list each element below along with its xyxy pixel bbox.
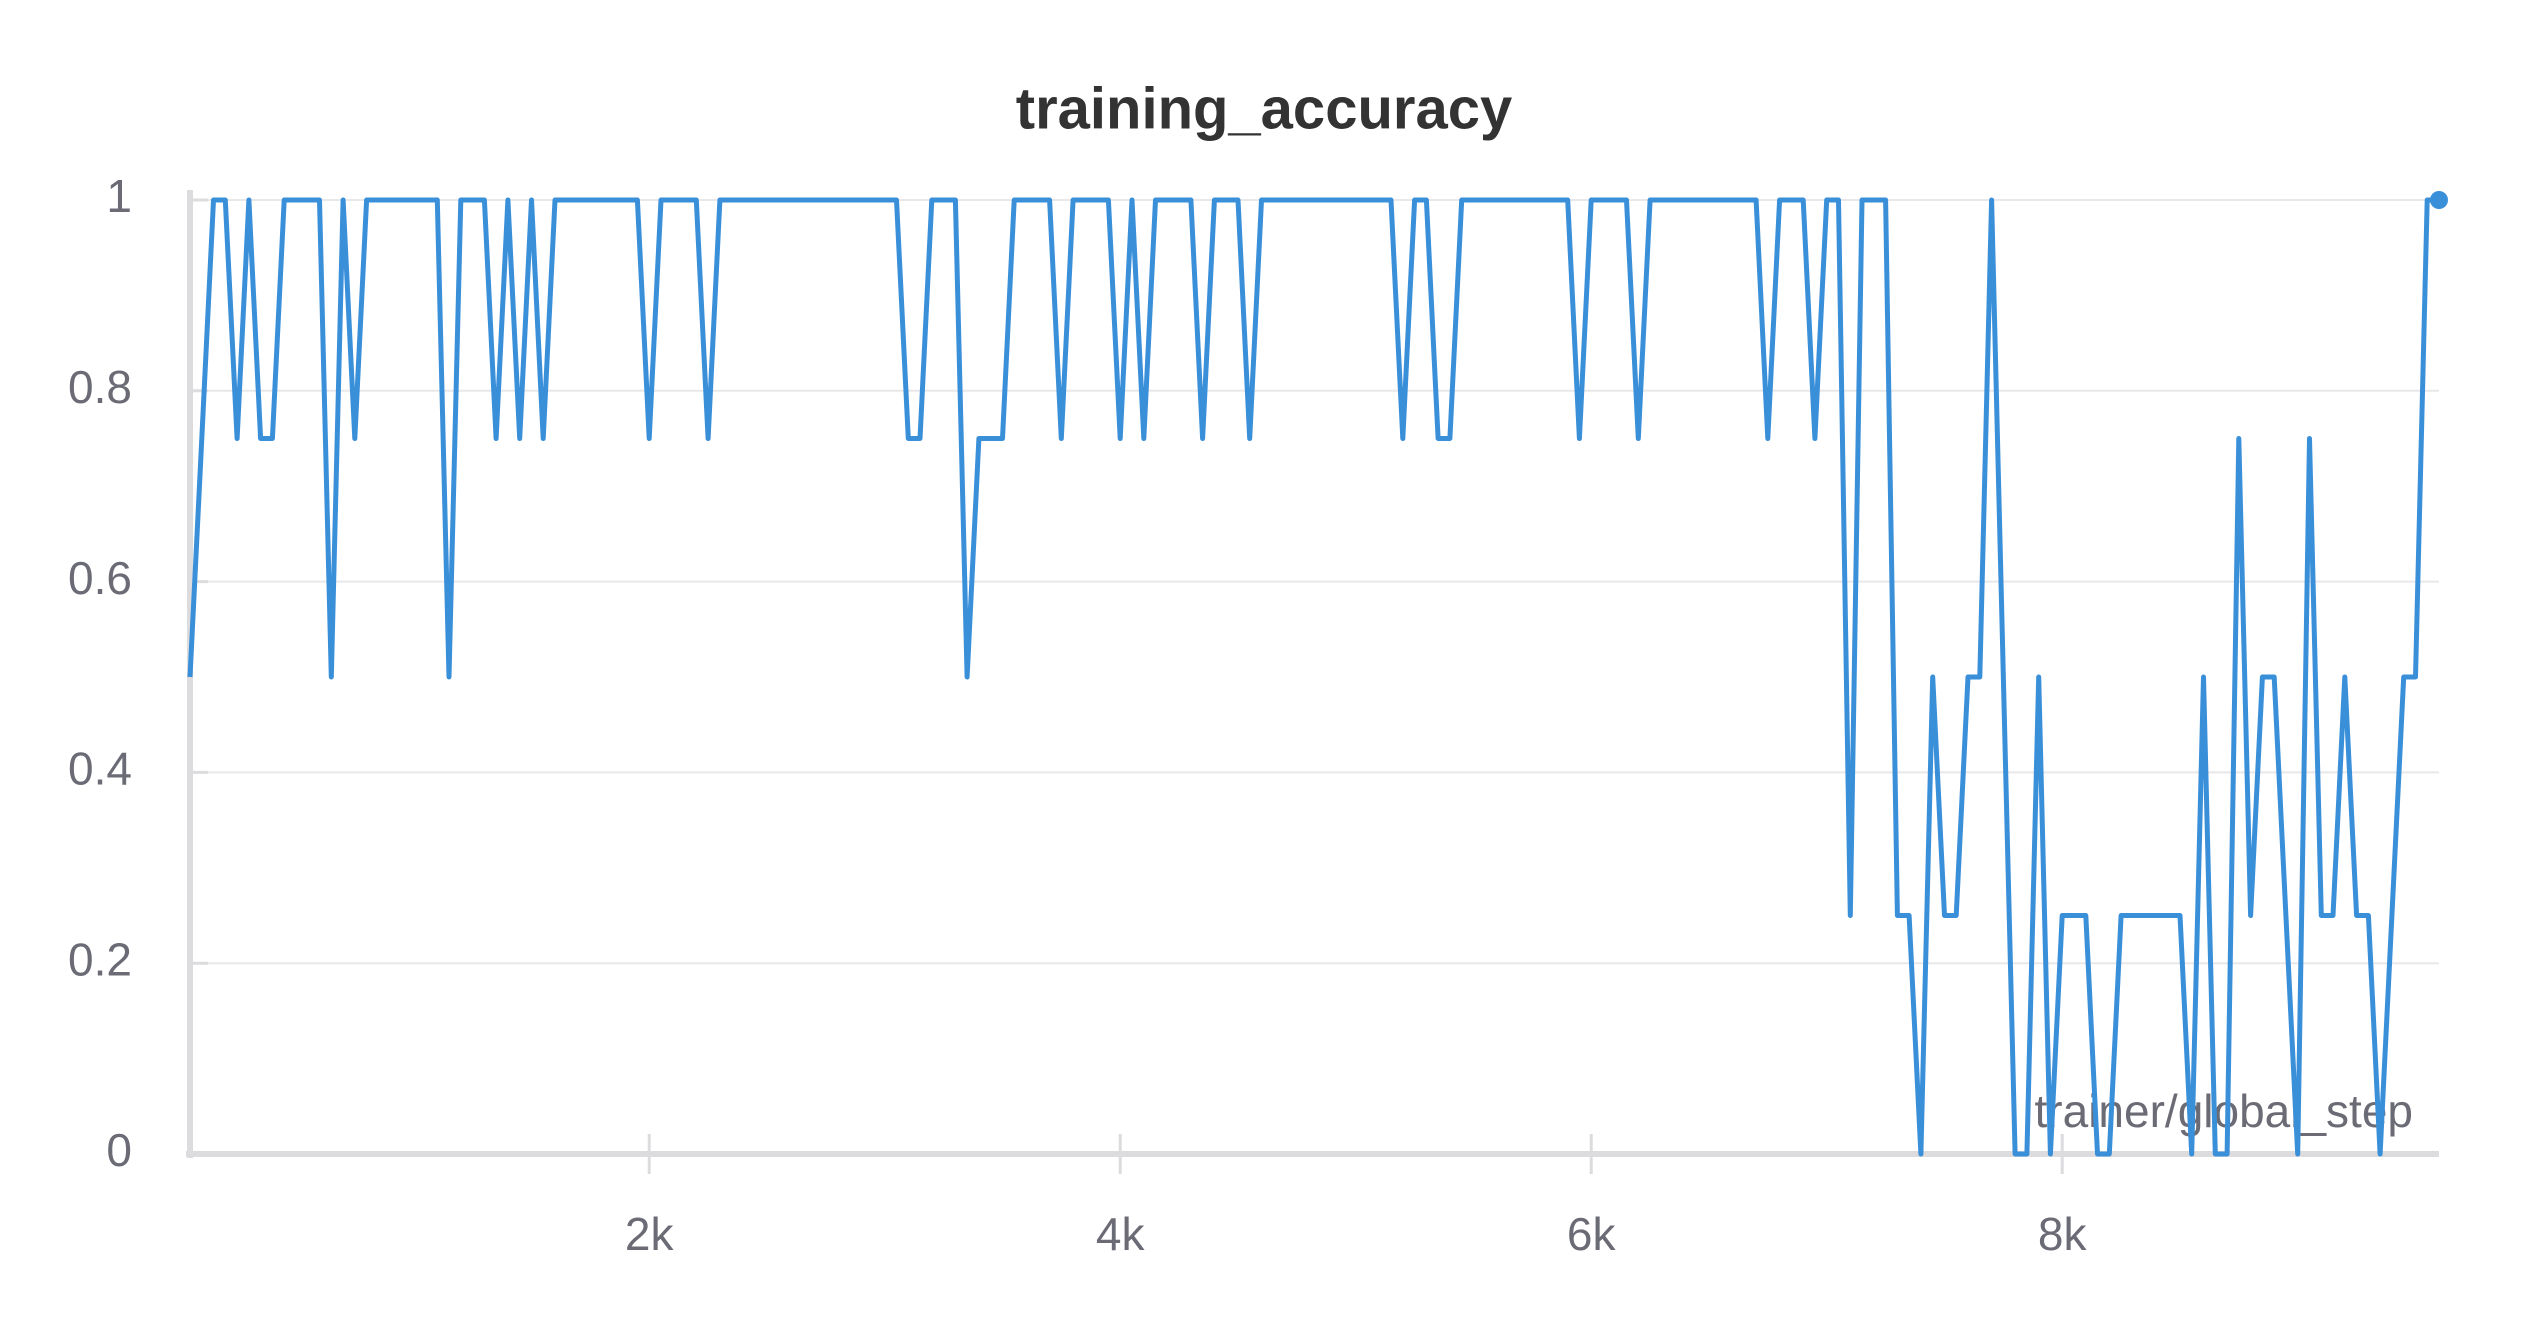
x-tick-label: 2k [625, 1208, 675, 1260]
x-axis-label: trainer/global_step [2035, 1085, 2413, 1137]
x-tick-label: 6k [1567, 1208, 1617, 1260]
y-tick-label: 0.6 [68, 552, 132, 604]
chart-title: training_accuracy [1016, 76, 1512, 141]
x-tick-label: 4k [1096, 1208, 1146, 1260]
end-point [2430, 191, 2448, 209]
y-tick-label: 0.4 [68, 743, 132, 795]
data-line [187, 197, 2439, 1157]
y-tick-label: 0.2 [68, 933, 132, 985]
y-tick-label: 0.8 [68, 361, 132, 413]
y-tick-label: 0 [106, 1124, 132, 1176]
x-tick-label: 8k [2038, 1208, 2088, 1260]
y-tick-label: 1 [106, 170, 132, 222]
